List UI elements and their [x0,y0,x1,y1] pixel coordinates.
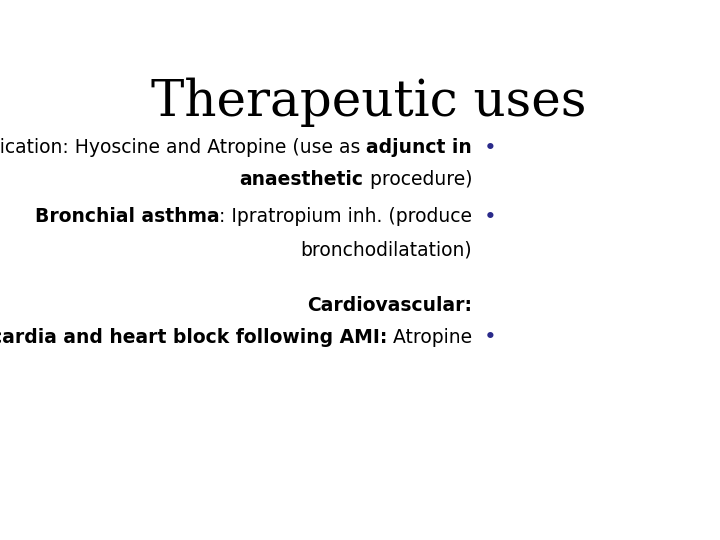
Text: Cardiovascular:: Cardiovascular: [307,296,472,315]
Text: : Ipratropium inh. (produce: : Ipratropium inh. (produce [219,207,472,226]
Text: Bradycardia and heart block following AMI:: Bradycardia and heart block following AM… [0,328,387,347]
Text: anaesthetic: anaesthetic [240,170,364,188]
Text: adjunct in: adjunct in [366,138,472,158]
Text: Bronchial asthma: Bronchial asthma [35,207,219,226]
Text: bronchodilatation): bronchodilatation) [301,240,472,259]
Text: •: • [483,327,496,347]
Text: procedure): procedure) [364,170,472,188]
Text: Premedication: Hyoscine and Atropine (use as: Premedication: Hyoscine and Atropine (us… [0,138,366,158]
Text: Atropine: Atropine [387,328,472,347]
Text: •: • [483,207,496,227]
Text: •: • [483,138,496,158]
Text: Therapeutic uses: Therapeutic uses [151,78,587,127]
